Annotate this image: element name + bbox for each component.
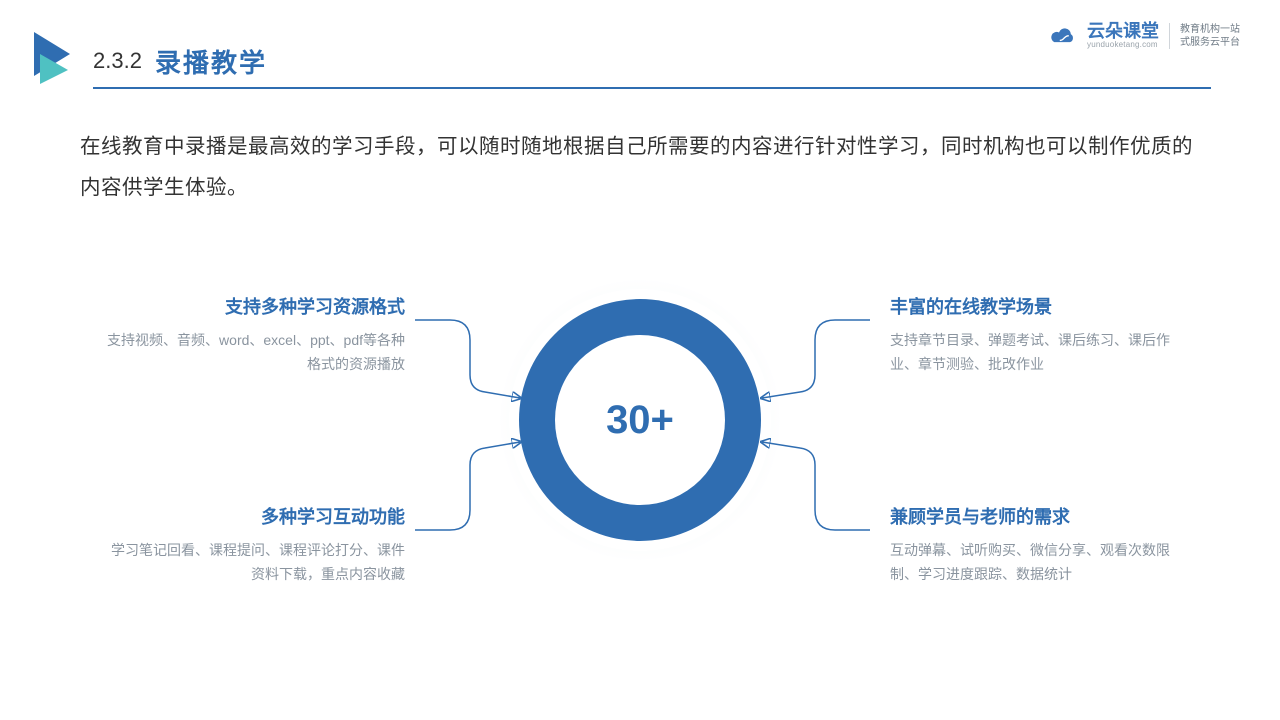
brand-logo: 云朵课堂 yunduoketang.com 教育机构一站 式服务云平台 — [1049, 22, 1240, 49]
intro-paragraph: 在线教育中录播是最高效的学习手段，可以随时随地根据自己所需要的内容进行针对性学习… — [80, 126, 1200, 208]
section-title: 录播教学 — [155, 43, 267, 80]
feature-bottom-right: 兼顾学员与老师的需求 互动弹幕、试听购买、微信分享、观看次数限制、学习进度跟踪、… — [890, 503, 1190, 587]
feature-desc: 学习笔记回看、课程提问、课程评论打分、课件资料下载，重点内容收藏 — [105, 539, 405, 587]
slide: 2.3.2 录播教学 云朵课堂 yunduoketang.com 教育机构一站 … — [0, 0, 1280, 720]
feature-title: 兼顾学员与老师的需求 — [890, 503, 1190, 529]
feature-top-left: 支持多种学习资源格式 支持视频、音频、word、excel、ppt、pdf等各种… — [105, 293, 405, 377]
cloud-icon — [1049, 26, 1077, 46]
brand-tagline-2: 式服务云平台 — [1180, 36, 1240, 49]
feature-top-right: 丰富的在线教学场景 支持章节目录、弹题考试、课后练习、课后作业、章节测验、批改作… — [890, 293, 1190, 377]
center-badge: 30+ — [555, 335, 725, 505]
logo-divider — [1169, 23, 1170, 49]
feature-desc: 支持视频、音频、word、excel、ppt、pdf等各种格式的资源播放 — [105, 329, 405, 377]
feature-title: 支持多种学习资源格式 — [105, 293, 405, 319]
feature-title: 丰富的在线教学场景 — [890, 293, 1190, 319]
feature-desc: 支持章节目录、弹题考试、课后练习、课后作业、章节测验、批改作业 — [890, 329, 1190, 377]
section-number: 2.3.2 — [93, 48, 142, 74]
center-number: 30+ — [606, 398, 674, 443]
brand-name: 云朵课堂 — [1087, 22, 1159, 40]
feature-title: 多种学习互动功能 — [105, 503, 405, 529]
header-rule — [93, 87, 1211, 89]
brand-domain: yunduoketang.com — [1087, 40, 1159, 49]
feature-bottom-left: 多种学习互动功能 学习笔记回看、课程提问、课程评论打分、课件资料下载，重点内容收… — [105, 503, 405, 587]
brand-tagline-1: 教育机构一站 — [1180, 23, 1240, 36]
section-play-icon — [34, 32, 80, 84]
feature-desc: 互动弹幕、试听购买、微信分享、观看次数限制、学习进度跟踪、数据统计 — [890, 539, 1190, 587]
